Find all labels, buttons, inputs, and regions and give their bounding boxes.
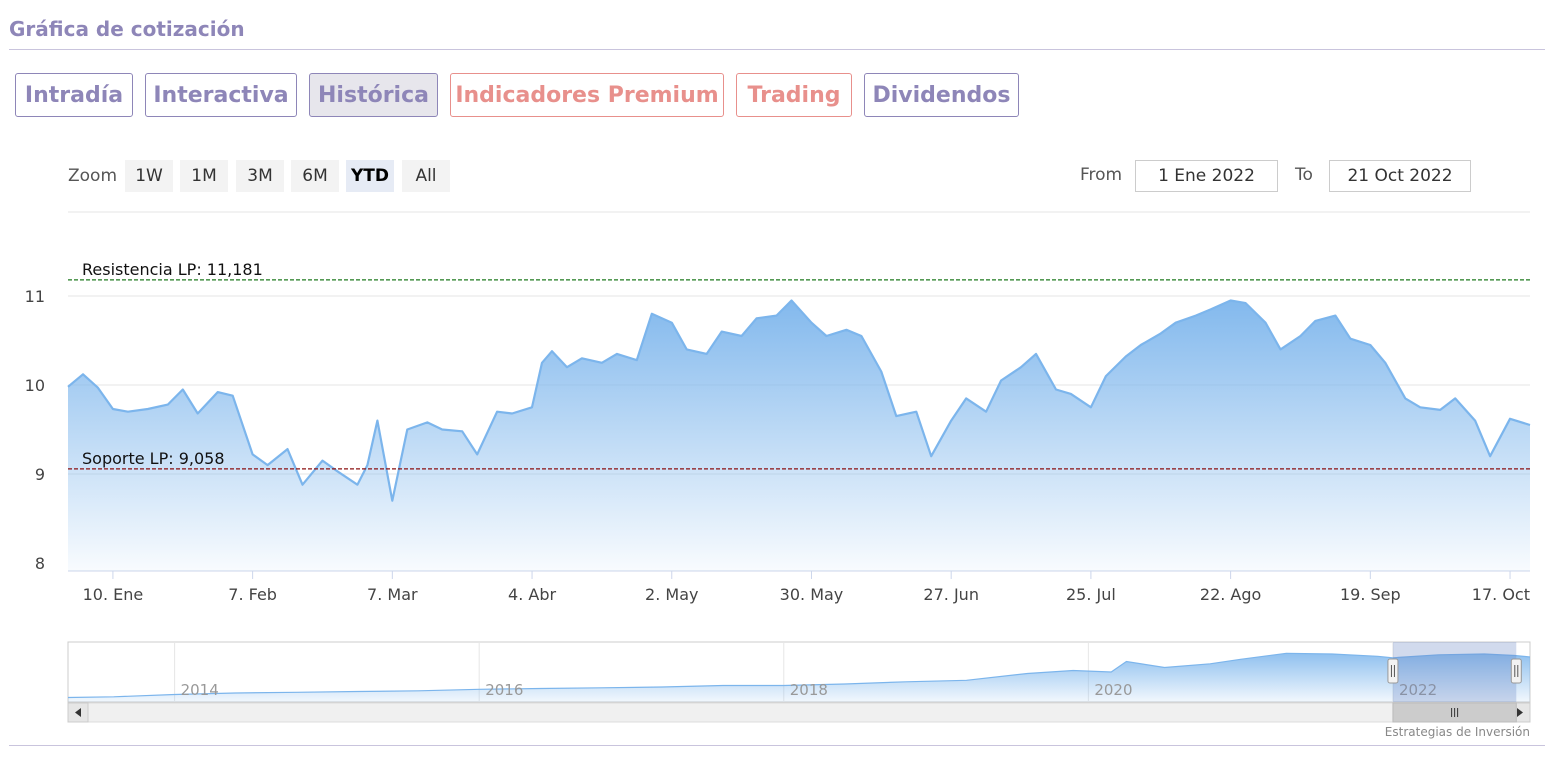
navigator-label: 2016 (485, 681, 523, 699)
tab-trading[interactable]: Trading (736, 73, 852, 117)
title-divider (9, 49, 1545, 50)
tab-interactiva[interactable]: Interactiva (145, 73, 297, 117)
from-date-input[interactable]: 1 Ene 2022 (1135, 160, 1278, 192)
navigator-label: 2022 (1399, 681, 1437, 699)
to-label: To (1295, 165, 1313, 185)
arrow-right-icon (1517, 708, 1523, 717)
tab-historica[interactable]: Histórica (309, 73, 438, 117)
tab-indicadores-premium[interactable]: Indicadores Premium (450, 73, 724, 117)
navigator-window (1392, 642, 1517, 702)
scrollbar-track (67, 702, 1531, 723)
navigator-area (68, 653, 1530, 702)
x-tick-label: 10. Ene (83, 585, 144, 604)
x-tick-label: 27. Jun (923, 585, 979, 604)
navigator[interactable]: 2014 2016 2018 2020 2022 (67, 641, 1531, 723)
zoom-label: Zoom (68, 166, 118, 186)
bottom-divider (9, 745, 1545, 746)
page-title: Gráfica de cotización (9, 17, 245, 41)
x-tick-label: 2. May (645, 585, 698, 604)
credits-text: Estrategias de Inversión (1384, 725, 1530, 739)
resistance-label: Resistencia LP: 11,181 (82, 260, 263, 279)
support-label: Soporte LP: 9,058 (82, 449, 225, 468)
zoom-all-button[interactable]: All (402, 160, 450, 192)
tab-intradia[interactable]: Intradía (15, 73, 133, 117)
y-tick-label: 9 (35, 465, 45, 484)
price-line (67, 299, 1531, 502)
from-label: From (1080, 165, 1123, 185)
zoom-1m-button[interactable]: 1M (180, 160, 228, 192)
arrow-left-icon (75, 708, 81, 717)
x-tick-label: 25. Jul (1066, 585, 1116, 604)
x-tick-label: 17. Oct (1472, 585, 1530, 604)
to-date-input[interactable]: 21 Oct 2022 (1329, 160, 1471, 192)
y-tick-label: 10 (25, 376, 45, 395)
zoom-ytd-button[interactable]: YTD (346, 160, 394, 192)
y-tick-label: 11 (25, 287, 45, 306)
zoom-6m-button[interactable]: 6M (291, 160, 339, 192)
main-plot: 8 9 10 11 Resistencia LP: 11,181 Soporte LP: … (25, 211, 1531, 604)
x-tick-label: 7. Feb (228, 585, 277, 604)
x-tick-label: 30. May (780, 585, 844, 604)
zoom-1w-button[interactable]: 1W (125, 160, 173, 192)
zoom-3m-button[interactable]: 3M (236, 160, 284, 192)
x-tick-label: 4. Abr (508, 585, 556, 604)
x-tick-label: 22. Ago (1200, 585, 1261, 604)
x-tick-label: 19. Sep (1340, 585, 1401, 604)
x-tick-label: 7. Mar (367, 585, 418, 604)
navigator-right-handle[interactable] (1510, 658, 1522, 684)
navigator-left-handle[interactable] (1387, 658, 1399, 684)
navigator-label: 2020 (1094, 681, 1132, 699)
price-area (68, 300, 1530, 571)
navigator-label: 2014 (181, 681, 219, 699)
navigator-line (67, 652, 1531, 699)
navigator-label: 2018 (790, 681, 828, 699)
tab-dividendos[interactable]: Dividendos (864, 73, 1019, 117)
y-tick-label: 8 (35, 554, 45, 573)
